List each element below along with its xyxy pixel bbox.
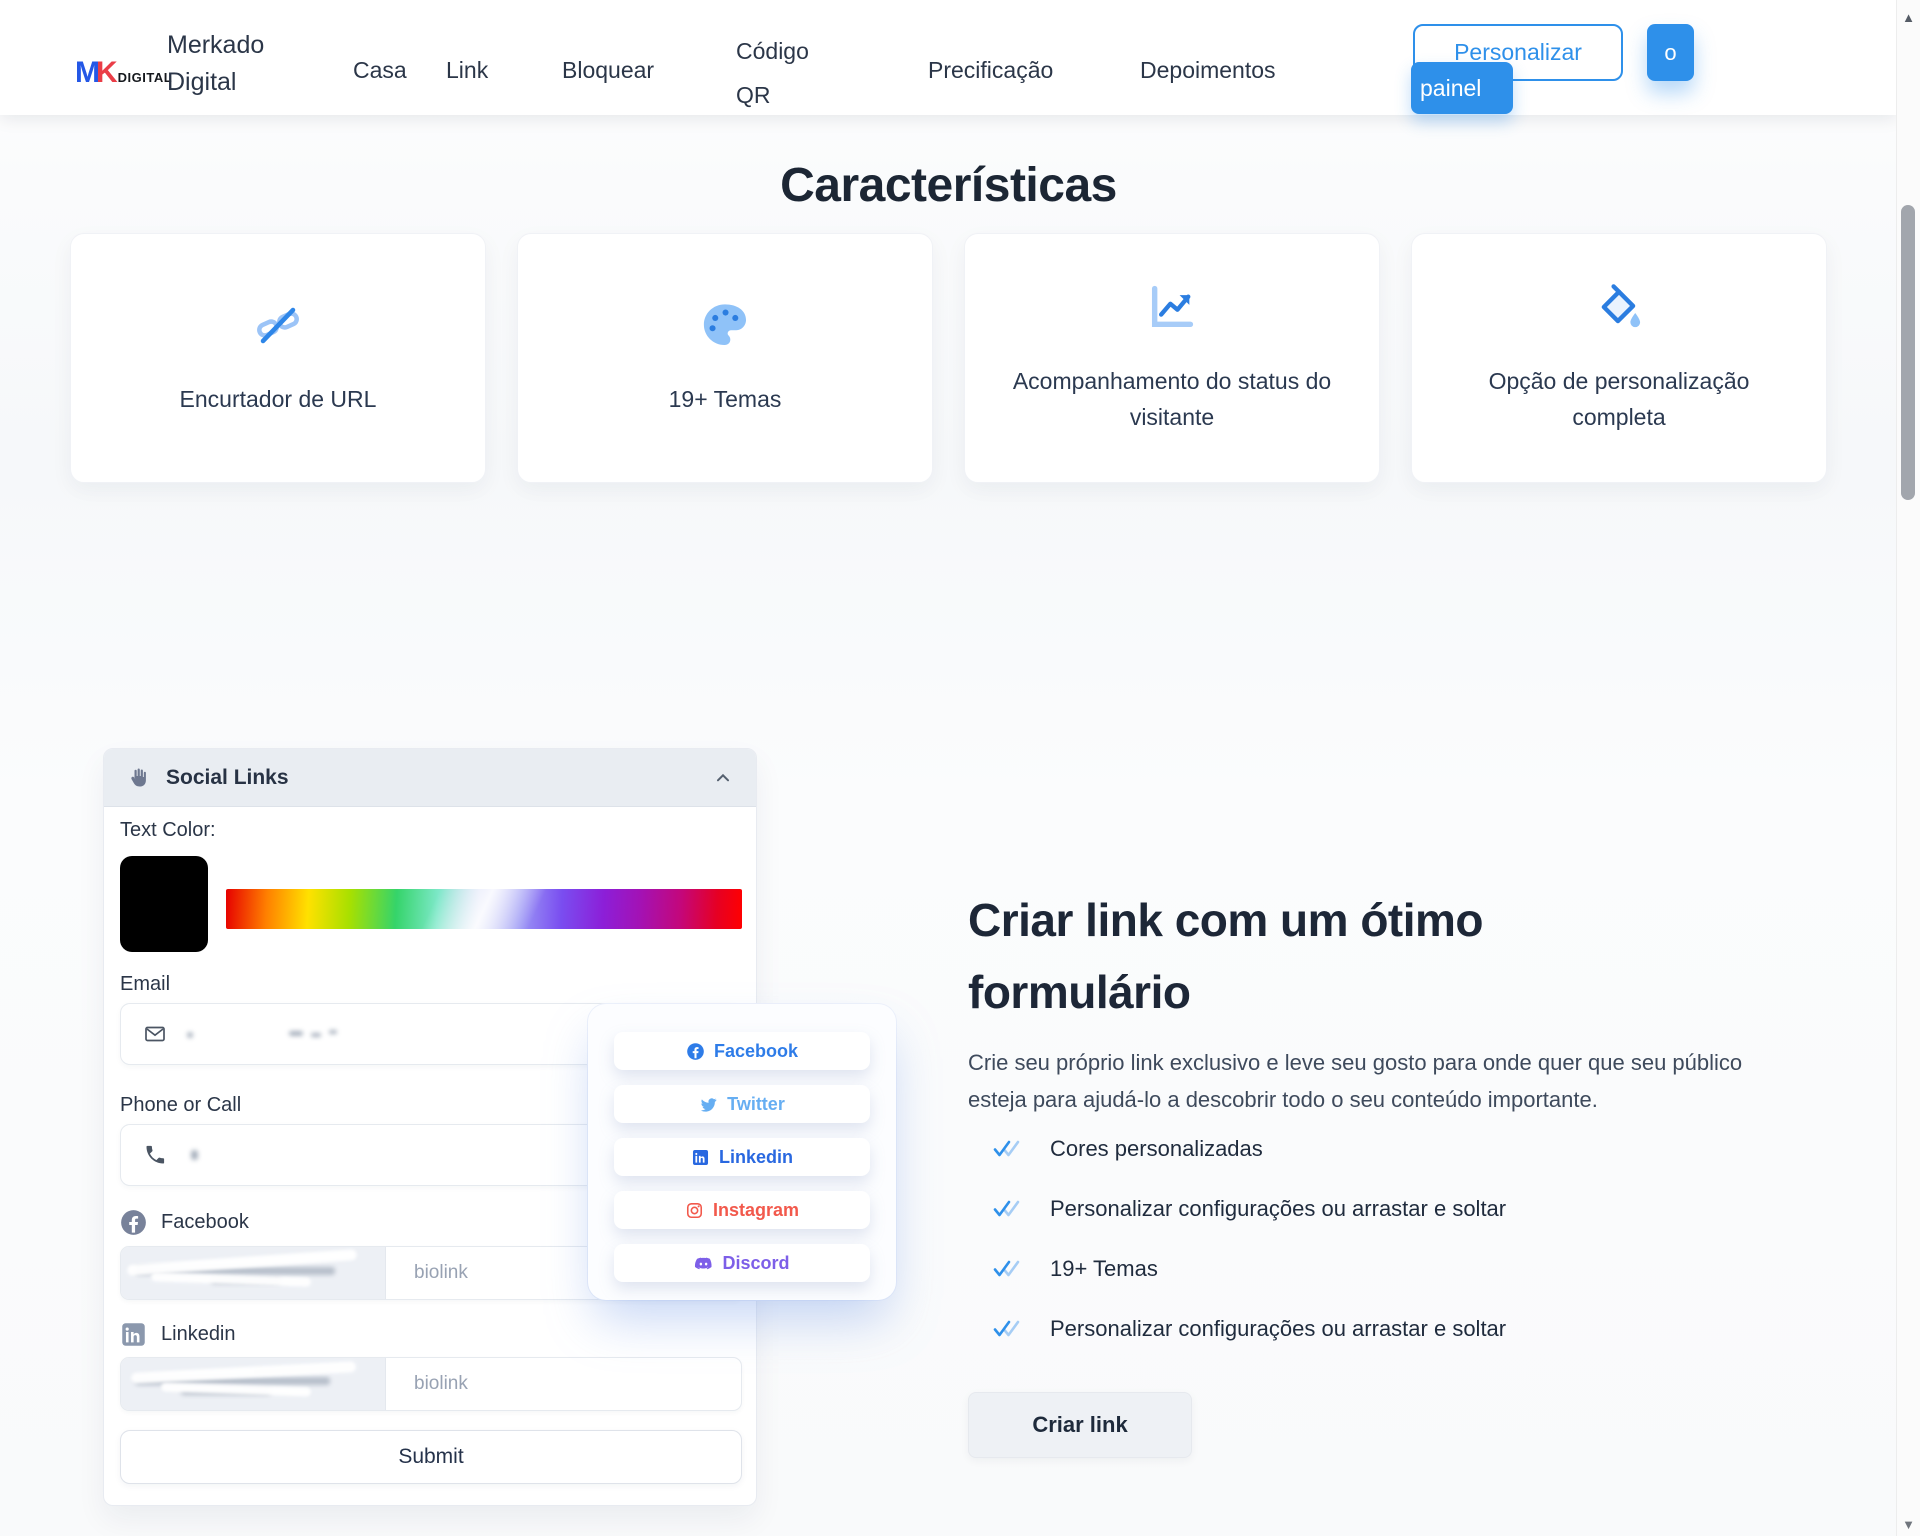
collapse-panel-button[interactable]: [712, 767, 734, 789]
checklist-item-label: Personalizar configurações ou arrastar e…: [1050, 1196, 1507, 1221]
twitter-preview-button[interactable]: Twitter: [614, 1085, 870, 1123]
social-links-panel-header[interactable]: Social Links: [104, 749, 756, 807]
chevron-up-icon: [716, 773, 730, 781]
cta-description: Crie seu próprio link exclusivo e leve s…: [968, 1050, 1743, 1112]
redacted-text: [187, 1032, 193, 1038]
feature-card-label: Encurtador de URL: [179, 386, 377, 412]
feature-card-themes: 19+ Temas: [517, 233, 933, 483]
facebook-label: Facebook: [161, 1211, 249, 1233]
link-slash-icon: [257, 307, 299, 344]
redacted-text: [135, 1267, 335, 1275]
twitter-icon: [700, 1097, 717, 1112]
facebook-preview-label: Facebook: [713, 1040, 799, 1061]
instagram-icon: [686, 1202, 703, 1218]
nav-item-link[interactable]: Link: [446, 57, 489, 83]
instagram-preview-label: Instagram: [712, 1199, 800, 1220]
text-color-swatch[interactable]: [120, 856, 208, 952]
linkedin-biolink-input[interactable]: [412, 1372, 741, 1396]
double-check-icon: [993, 1320, 1020, 1337]
social-buttons-preview-card: Facebook Twitter Linkedin Instagram Disc…: [588, 1004, 896, 1300]
painel-button[interactable]: painel: [1411, 62, 1513, 114]
redacted-text: [135, 1377, 330, 1385]
feature-card-url-shortener: Encurtador de URL: [70, 233, 486, 483]
linkedin-field-label-row: Linkedin: [120, 1321, 236, 1348]
o-button[interactable]: o: [1647, 24, 1694, 81]
logo-suffix: DIGITAL: [117, 70, 173, 85]
linkedin-url-field[interactable]: [120, 1357, 742, 1411]
brand-name[interactable]: Merkado Digital: [167, 27, 264, 101]
discord-preview-label: Discord: [722, 1252, 790, 1273]
chart-up-icon: [1151, 285, 1194, 328]
double-check-icon: [993, 1260, 1020, 1277]
twitter-preview-label: Twitter: [727, 1093, 785, 1114]
paint-bucket-icon: [1601, 284, 1641, 328]
discord-icon: [695, 1257, 713, 1269]
facebook-icon: [121, 1210, 146, 1235]
page-scrollbar[interactable]: ▲ ▼: [1896, 0, 1920, 1536]
features-section-title: Características: [780, 159, 1117, 213]
create-link-button[interactable]: Criar link: [968, 1392, 1192, 1458]
scrollbar-up-arrow-icon[interactable]: ▲: [1902, 10, 1915, 25]
checklist-item-label: 19+ Temas: [1050, 1256, 1158, 1281]
email-label: Email: [120, 973, 171, 995]
phone-icon: [146, 1145, 165, 1164]
redacted-text: [191, 1150, 198, 1160]
hand-drag-icon: [131, 767, 146, 786]
nav-item-precificacao[interactable]: Precificação: [928, 57, 1054, 83]
phone-label: Phone or Call: [120, 1094, 242, 1116]
linkedin-icon: [692, 1149, 709, 1165]
checklist-item: 19+ Temas: [992, 1256, 1158, 1282]
feature-card-customization: Opção de personalização completa: [1411, 233, 1827, 483]
logo-letter-m: M: [75, 56, 100, 89]
facebook-field-label-row: Facebook: [120, 1209, 249, 1236]
brand-line2: Digital: [167, 68, 237, 96]
linkedin-preview-label: Linkedin: [718, 1146, 793, 1167]
linkedin-url-prefix: [121, 1358, 386, 1410]
logo-letter-k: K: [96, 56, 118, 89]
nav-item-bloquear[interactable]: Bloquear: [562, 57, 655, 83]
feature-card-label: Opção de personalização completa: [1488, 368, 1750, 430]
cta-title-line1: Criar link com um ótimo: [968, 894, 1484, 947]
scrollbar-down-arrow-icon[interactable]: ▼: [1902, 1517, 1915, 1532]
color-gradient-slider[interactable]: [226, 889, 742, 929]
checklist-item-label: Personalizar configurações ou arrastar e…: [1050, 1316, 1507, 1341]
nav-item-depoimentos[interactable]: Depoimentos: [1140, 57, 1276, 83]
facebook-url-prefix: [121, 1247, 386, 1299]
linkedin-label: Linkedin: [161, 1323, 236, 1345]
text-color-label: Text Color:: [120, 819, 216, 841]
feature-card-label: Acompanhamento do status do visitante: [1012, 368, 1332, 430]
nav-item-codigo-qr[interactable]: Código QR: [736, 38, 809, 108]
top-navigation-bar: MKDIGITAL Merkado Digital Casa Link Bloq…: [0, 0, 1897, 115]
linkedin-biolink-area[interactable]: [386, 1358, 741, 1410]
nav-item-casa[interactable]: Casa: [353, 57, 407, 83]
linkedin-icon: [122, 1323, 145, 1346]
submit-button[interactable]: Submit: [120, 1430, 742, 1484]
checklist-item: Cores personalizadas: [992, 1136, 1263, 1162]
feature-card-visitor-status: Acompanhamento do status do visitante: [964, 233, 1380, 483]
double-check-icon: [993, 1200, 1020, 1217]
redacted-text: [289, 1031, 303, 1036]
palette-icon: [703, 304, 747, 346]
discord-preview-button[interactable]: Discord: [614, 1244, 870, 1282]
redacted-text: [329, 1030, 337, 1034]
social-links-panel-title: Social Links: [166, 765, 289, 789]
scrollbar-thumb[interactable]: [1901, 205, 1915, 500]
checklist-item-label: Cores personalizadas: [1050, 1136, 1263, 1161]
instagram-preview-button[interactable]: Instagram: [614, 1191, 870, 1229]
redacted-text: [311, 1033, 321, 1037]
cta-section-title: Criar link com um ótimo formulário: [968, 884, 1484, 1028]
facebook-icon: [687, 1042, 704, 1060]
feature-card-label: 19+ Temas: [668, 386, 782, 412]
linkedin-preview-button[interactable]: Linkedin: [614, 1138, 870, 1176]
double-check-icon: [993, 1140, 1020, 1157]
brand-logo[interactable]: MKDIGITAL: [75, 56, 172, 90]
checklist-item: Personalizar configurações ou arrastar e…: [992, 1196, 1506, 1222]
brand-line1: Merkado: [167, 31, 265, 59]
mail-icon: [145, 1026, 165, 1042]
checklist-item: Personalizar configurações ou arrastar e…: [992, 1316, 1506, 1342]
facebook-preview-button[interactable]: Facebook: [614, 1032, 870, 1070]
cta-title-line2: formulário: [968, 966, 1191, 1019]
